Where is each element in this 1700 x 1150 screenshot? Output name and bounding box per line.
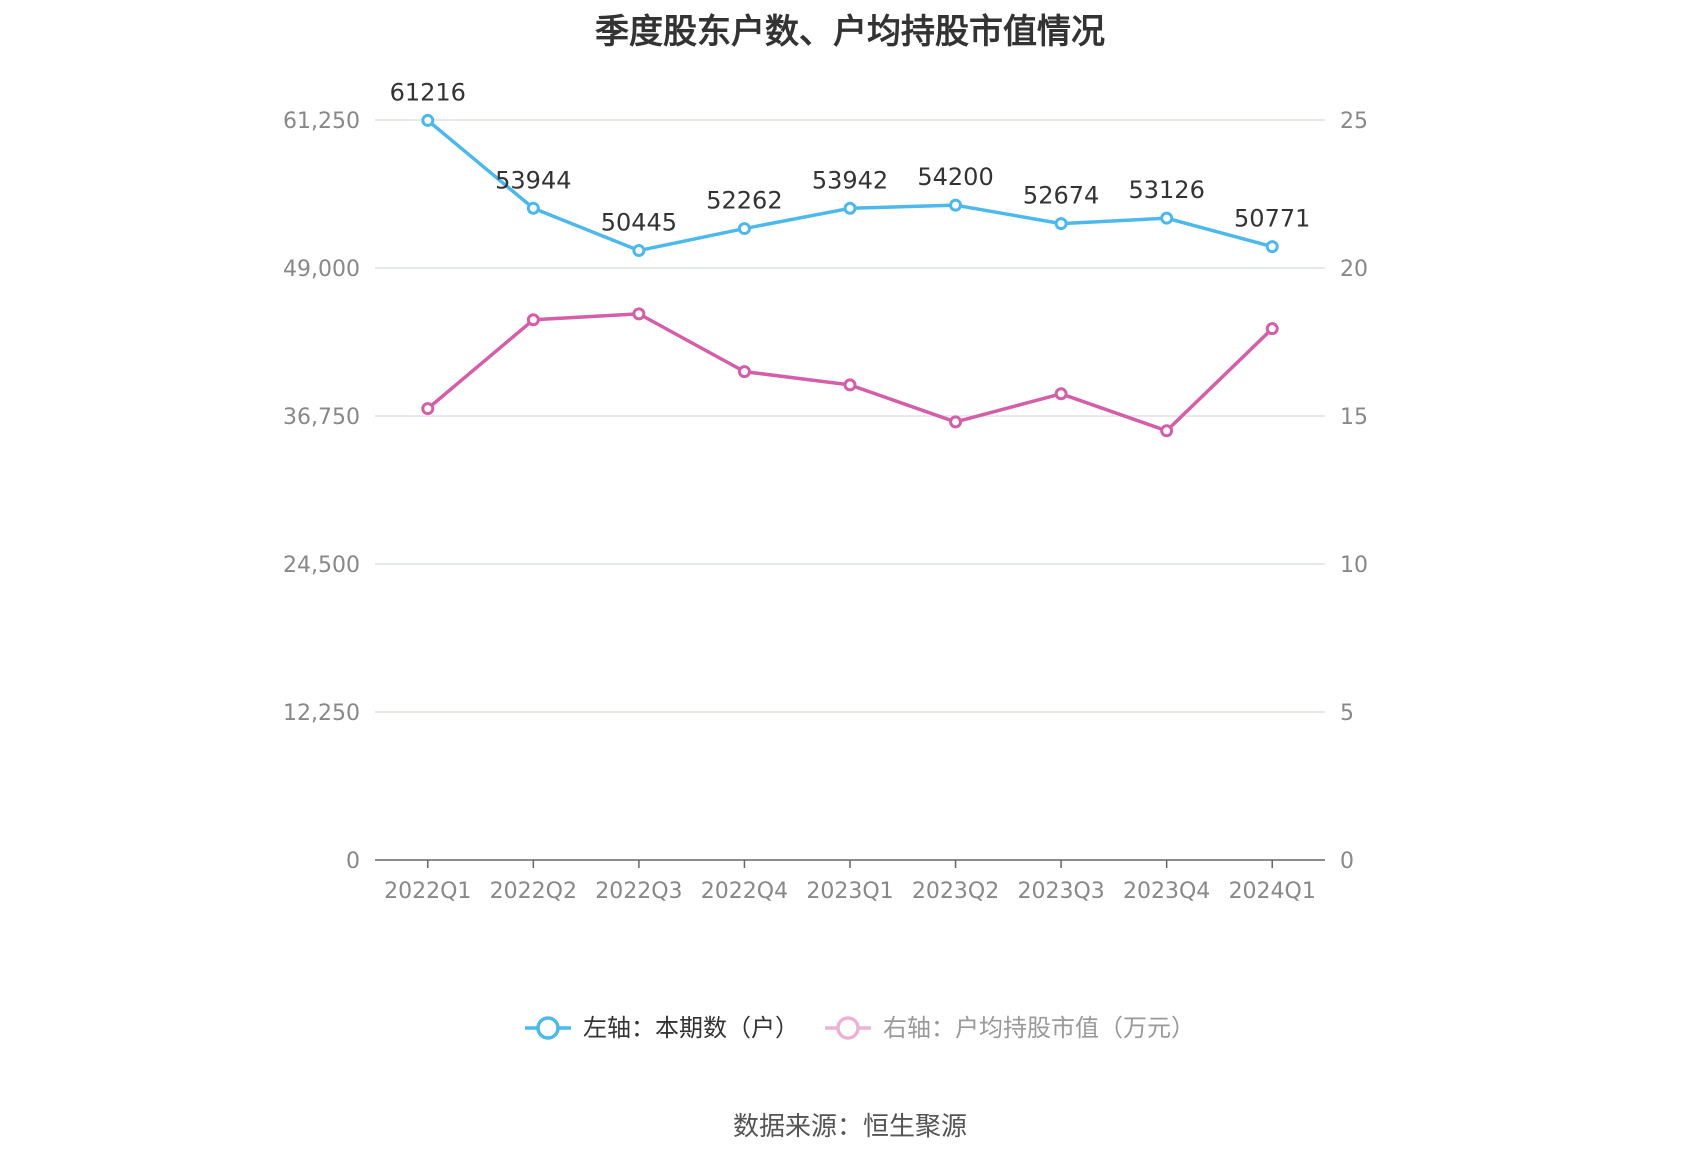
data-point-left: [1265, 240, 1279, 254]
data-point-left: [526, 201, 540, 215]
right-axis-tick-label: 5: [1340, 701, 1354, 726]
data-point-right: [1054, 387, 1068, 401]
data-point-left: [949, 198, 963, 212]
left-axis-tick-label: 12,250: [283, 701, 360, 726]
data-point-right: [737, 365, 751, 379]
left-axis-tick-label: 0: [346, 849, 360, 874]
legend-item[interactable]: 右轴：户均持股市值（万元）: [825, 1014, 1195, 1042]
right-axis-tick-label: 10: [1340, 553, 1368, 578]
data-source: 数据来源：恒生聚源: [732, 1112, 967, 1142]
data-point-right: [843, 378, 857, 392]
data-point-right: [1265, 322, 1279, 336]
legend-label: 左轴：本期数（户）: [583, 1014, 799, 1042]
data-point-right: [1160, 424, 1174, 438]
x-axis-tick-label: 2023Q2: [912, 879, 999, 904]
legend-marker: [836, 1016, 860, 1040]
legend-marker: [536, 1016, 560, 1040]
data-labels: 61216 53944 50445 52262 53942 54200 52674 53126…: [390, 78, 1311, 236]
x-axis-tick-label: 2023Q3: [1017, 879, 1104, 904]
data-label: 50771: [1234, 205, 1310, 233]
data-label: 61216: [390, 78, 466, 106]
data-label: 53126: [1128, 176, 1204, 204]
data-label: 52262: [706, 187, 782, 215]
x-axis-tick-label: 2023Q1: [806, 879, 893, 904]
data-label: 52674: [1023, 182, 1099, 210]
x-axis-tick-label: 2024Q1: [1229, 879, 1316, 904]
right-axis-tick-label: 0: [1340, 849, 1354, 874]
data-point-right: [632, 307, 646, 321]
legend-label: 右轴：户均持股市值（万元）: [883, 1014, 1195, 1042]
left-axis-tick-label: 36,750: [283, 405, 360, 430]
data-point-left: [1160, 211, 1174, 225]
left-axis-tick-label: 24,500: [283, 553, 360, 578]
data-point-right: [526, 313, 540, 327]
right-axis-tick-label: 25: [1340, 109, 1368, 134]
x-axis-tick-label: 2022Q4: [701, 879, 788, 904]
data-label: 54200: [917, 163, 993, 191]
data-point-right: [949, 415, 963, 429]
x-axis-tick-label: 2023Q4: [1123, 879, 1210, 904]
series: [421, 113, 1279, 438]
data-point-left: [421, 113, 435, 127]
series-line-right: [426, 312, 1274, 433]
legend[interactable]: 左轴：本期数（户） 右轴：户均持股市值（万元）: [525, 1014, 1195, 1042]
data-point-left: [632, 244, 646, 258]
data-point-right: [421, 402, 435, 416]
left-axis-tick-label: 49,000: [283, 257, 360, 282]
chart-title: 季度股东户数、户均持股市值情况: [595, 12, 1105, 52]
data-point-left: [843, 201, 857, 215]
right-axis-tick-label: 15: [1340, 405, 1368, 430]
legend-item[interactable]: 左轴：本期数（户）: [525, 1014, 799, 1042]
grid-lines: [375, 119, 1325, 713]
data-label: 53944: [495, 166, 571, 194]
x-axis-tick-label: 2022Q2: [490, 879, 577, 904]
axes: 012,25024,50036,75049,00061,250051015202…: [283, 109, 1368, 904]
data-label: 50445: [601, 209, 677, 237]
data-label: 53942: [812, 166, 888, 194]
x-axis-tick-label: 2022Q1: [384, 879, 471, 904]
left-axis-tick-label: 61,250: [283, 109, 360, 134]
right-axis-tick-label: 20: [1340, 257, 1368, 282]
data-point-left: [737, 222, 751, 236]
x-axis-tick-label: 2022Q3: [595, 879, 682, 904]
data-point-left: [1054, 217, 1068, 231]
